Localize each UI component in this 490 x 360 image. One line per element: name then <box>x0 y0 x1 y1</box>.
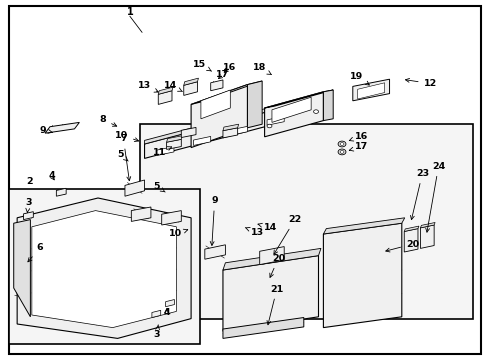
Polygon shape <box>323 218 405 234</box>
Polygon shape <box>167 139 181 149</box>
Text: 10: 10 <box>115 130 139 141</box>
Circle shape <box>314 110 318 113</box>
Circle shape <box>340 143 344 145</box>
Text: 14: 14 <box>164 81 182 91</box>
Text: 16: 16 <box>349 132 368 141</box>
Text: 11: 11 <box>152 147 171 157</box>
Polygon shape <box>211 80 223 91</box>
Text: 10: 10 <box>169 229 188 239</box>
Text: 22: 22 <box>274 215 302 254</box>
Text: 6: 6 <box>28 243 44 262</box>
Polygon shape <box>223 318 304 338</box>
Polygon shape <box>162 211 181 225</box>
Circle shape <box>338 149 346 155</box>
Polygon shape <box>158 87 173 94</box>
Polygon shape <box>24 212 33 220</box>
Polygon shape <box>272 97 311 122</box>
Circle shape <box>338 141 346 147</box>
Text: 23: 23 <box>411 169 429 220</box>
Polygon shape <box>131 207 151 221</box>
Text: 12: 12 <box>405 78 437 88</box>
Polygon shape <box>353 79 390 101</box>
Polygon shape <box>404 226 419 231</box>
Polygon shape <box>223 248 321 270</box>
Polygon shape <box>125 180 145 196</box>
Polygon shape <box>267 116 284 125</box>
Text: 5: 5 <box>117 150 128 161</box>
Polygon shape <box>157 147 174 156</box>
Polygon shape <box>420 222 435 228</box>
Polygon shape <box>145 97 309 144</box>
Text: 9: 9 <box>210 197 218 246</box>
Text: 13: 13 <box>245 228 264 237</box>
Polygon shape <box>191 81 262 104</box>
Text: 13: 13 <box>138 81 158 92</box>
Polygon shape <box>145 101 309 158</box>
Text: 15: 15 <box>194 60 212 71</box>
Text: 17: 17 <box>216 71 230 79</box>
Polygon shape <box>191 85 247 148</box>
Polygon shape <box>265 92 323 137</box>
Text: 17: 17 <box>349 143 368 152</box>
Polygon shape <box>223 124 239 131</box>
Polygon shape <box>14 220 30 317</box>
Text: 1: 1 <box>126 6 133 17</box>
Polygon shape <box>223 128 238 138</box>
Text: 7: 7 <box>120 134 131 181</box>
Polygon shape <box>205 245 225 259</box>
Text: 20: 20 <box>270 254 285 278</box>
Polygon shape <box>420 225 434 248</box>
Circle shape <box>267 124 272 128</box>
Polygon shape <box>230 126 247 135</box>
Text: 3: 3 <box>25 198 32 212</box>
Text: 16: 16 <box>222 63 236 72</box>
Text: 5: 5 <box>153 182 165 192</box>
Text: 3: 3 <box>153 325 160 339</box>
Polygon shape <box>17 198 191 338</box>
Polygon shape <box>181 127 196 138</box>
Text: 2: 2 <box>26 177 33 186</box>
Text: 24: 24 <box>426 162 445 232</box>
Text: 4: 4 <box>163 308 170 317</box>
Polygon shape <box>247 81 262 128</box>
Polygon shape <box>194 136 211 145</box>
Polygon shape <box>323 90 333 121</box>
Text: 14: 14 <box>258 223 277 232</box>
Polygon shape <box>223 256 318 331</box>
Polygon shape <box>152 310 161 318</box>
Text: 8: 8 <box>99 115 117 126</box>
Polygon shape <box>323 223 402 328</box>
Circle shape <box>340 150 344 153</box>
Polygon shape <box>9 189 200 344</box>
Text: 21: 21 <box>267 284 284 325</box>
Polygon shape <box>184 78 198 85</box>
Polygon shape <box>56 188 66 196</box>
Text: 20: 20 <box>386 240 419 252</box>
Polygon shape <box>184 82 197 95</box>
Polygon shape <box>201 90 230 119</box>
Text: 9: 9 <box>40 126 52 135</box>
Polygon shape <box>158 91 172 104</box>
Polygon shape <box>166 300 174 307</box>
Text: 19: 19 <box>350 72 369 85</box>
Polygon shape <box>32 211 176 328</box>
Polygon shape <box>167 136 182 142</box>
Polygon shape <box>358 83 385 99</box>
Text: 4: 4 <box>48 171 55 180</box>
Polygon shape <box>265 90 333 108</box>
Polygon shape <box>140 124 473 319</box>
Polygon shape <box>9 6 481 354</box>
Text: 18: 18 <box>253 63 271 75</box>
Polygon shape <box>45 122 79 133</box>
Polygon shape <box>260 247 284 265</box>
Polygon shape <box>404 229 418 252</box>
